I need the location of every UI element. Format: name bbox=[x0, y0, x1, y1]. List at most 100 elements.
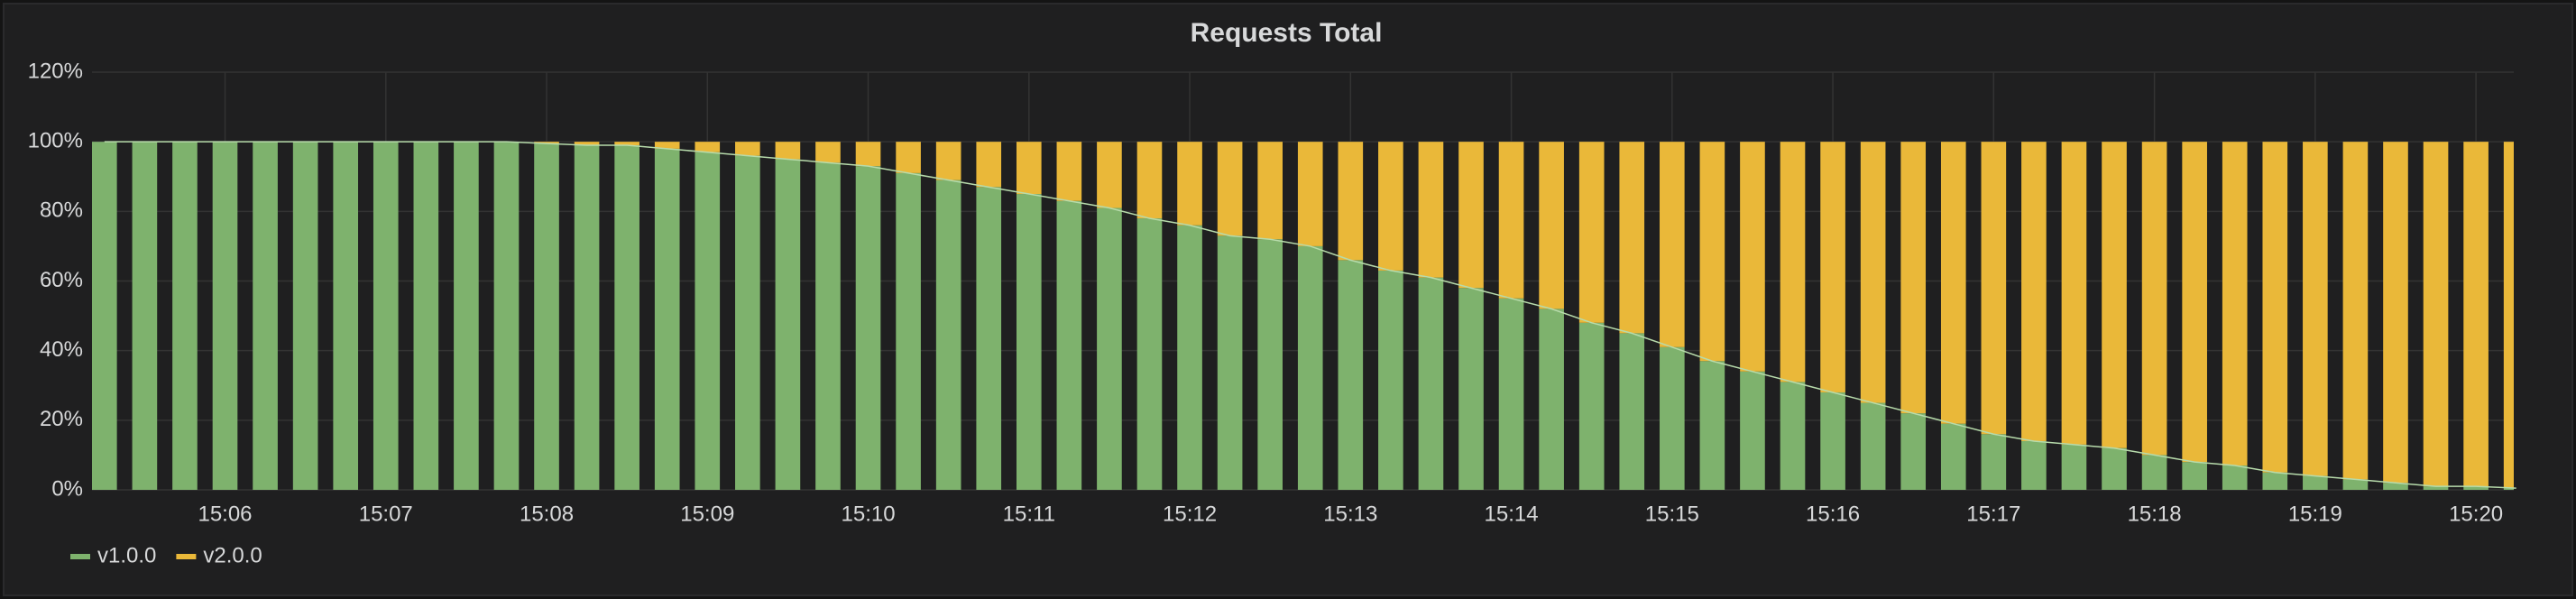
bar-segment bbox=[1578, 322, 1605, 490]
bar-segment bbox=[1458, 142, 1484, 289]
bar-segment bbox=[976, 187, 1002, 490]
bar-segment bbox=[1619, 333, 1645, 490]
bar-segment bbox=[1699, 142, 1725, 362]
bar-segment bbox=[1458, 288, 1484, 490]
bar-segment bbox=[413, 142, 439, 490]
bar-segment bbox=[2061, 142, 2087, 445]
bar-segment bbox=[2423, 486, 2449, 490]
bar-segment bbox=[1940, 142, 1966, 424]
bar-segment bbox=[1217, 142, 1243, 236]
y-tick-label: 60% bbox=[40, 268, 83, 292]
bar-segment bbox=[1539, 309, 1564, 490]
bar-segment bbox=[2222, 142, 2248, 465]
bar-segment bbox=[935, 142, 961, 180]
bar-segment bbox=[1136, 218, 1163, 491]
bar-segment bbox=[1900, 413, 1927, 490]
bar-segment bbox=[2102, 447, 2127, 490]
bar-segment bbox=[1981, 142, 2007, 435]
chart-title: Requests Total bbox=[1191, 18, 1383, 48]
x-tick-label: 15:15 bbox=[1645, 502, 1699, 526]
bar-segment bbox=[1016, 194, 1042, 490]
x-tick-label: 15:17 bbox=[1966, 502, 2020, 526]
bar-segment bbox=[1418, 142, 1444, 278]
bar-segment bbox=[1900, 142, 1927, 414]
bar-segment bbox=[2342, 479, 2369, 490]
bar-segment bbox=[2383, 142, 2408, 484]
bar-segment bbox=[212, 142, 238, 490]
bar-segment bbox=[1539, 142, 1564, 309]
bar-segment bbox=[1177, 142, 1202, 226]
bar-segment bbox=[2141, 142, 2167, 456]
bar-segment bbox=[172, 142, 198, 490]
bar-segment bbox=[2423, 142, 2449, 487]
series-line bbox=[104, 141, 2516, 489]
bar-segment bbox=[132, 142, 158, 490]
bar-segment bbox=[2463, 486, 2489, 490]
bar-segment bbox=[815, 142, 841, 163]
bar-segment bbox=[1338, 142, 1364, 261]
bar-segment bbox=[574, 145, 600, 490]
bar-segment bbox=[775, 159, 801, 491]
bar-segment bbox=[1016, 142, 1042, 195]
bar-segment bbox=[896, 142, 921, 173]
bar-segment bbox=[1740, 371, 1765, 490]
x-tick-label: 15:13 bbox=[1323, 502, 1377, 526]
bar-segment bbox=[1740, 142, 1765, 372]
x-tick-label: 15:06 bbox=[198, 502, 252, 526]
x-tick-label: 15:11 bbox=[1003, 502, 1055, 526]
bar-segment bbox=[2182, 462, 2207, 490]
bar-segment bbox=[454, 142, 479, 490]
bar-segment bbox=[1578, 142, 1605, 323]
bar-segment bbox=[1660, 346, 1685, 490]
bar-segment bbox=[534, 143, 559, 491]
bar-segment bbox=[1136, 142, 1163, 219]
bar-segment bbox=[2303, 475, 2328, 490]
legend-swatch bbox=[176, 554, 197, 559]
bar-segment bbox=[735, 155, 760, 490]
bar-segment bbox=[1297, 142, 1323, 246]
bar-segment bbox=[2141, 455, 2167, 490]
bar-segment bbox=[493, 142, 520, 490]
bar-segment bbox=[2303, 142, 2328, 476]
bar-segment bbox=[2061, 444, 2087, 490]
bar-segment bbox=[1056, 200, 1082, 490]
legend-swatch bbox=[70, 554, 90, 559]
bar-segment bbox=[2262, 142, 2288, 473]
bar-segment bbox=[815, 162, 841, 491]
bar-segment bbox=[695, 142, 721, 152]
x-tick-label: 15:12 bbox=[1163, 502, 1217, 526]
bar-segment bbox=[1257, 239, 1283, 490]
bar-segment bbox=[2262, 472, 2288, 490]
y-tick-label: 100% bbox=[28, 129, 83, 153]
bar-segment bbox=[935, 180, 961, 490]
bar-segment bbox=[654, 148, 680, 490]
bar-segment bbox=[775, 142, 801, 160]
bar-segment bbox=[654, 142, 680, 149]
bar-segment bbox=[855, 142, 881, 167]
bar-segment bbox=[1378, 142, 1403, 271]
bar-segment bbox=[2342, 142, 2369, 480]
x-tick-label: 15:09 bbox=[680, 502, 734, 526]
bar-segment bbox=[1097, 207, 1122, 490]
bar-segment bbox=[1780, 142, 1806, 382]
y-tick-label: 20% bbox=[40, 407, 83, 431]
bar-segment bbox=[1660, 142, 1685, 347]
bar-segment bbox=[1820, 392, 1845, 490]
bar-segment bbox=[614, 142, 639, 146]
bar-segment bbox=[695, 152, 721, 490]
bar-segment bbox=[1981, 434, 2007, 490]
bar-segment bbox=[1940, 423, 1966, 490]
bar-segment bbox=[1418, 277, 1444, 490]
y-tick-label: 0% bbox=[51, 476, 83, 501]
bar-segment bbox=[976, 142, 1002, 188]
bar-segment bbox=[2021, 142, 2047, 441]
bar-segment bbox=[253, 142, 278, 490]
y-tick-label: 120% bbox=[28, 59, 83, 83]
bar-segment bbox=[574, 142, 600, 146]
bar-segment bbox=[292, 142, 318, 490]
bar-segment bbox=[2463, 142, 2489, 487]
x-tick-label: 15:19 bbox=[2288, 502, 2342, 526]
x-tick-label: 15:16 bbox=[1806, 502, 1860, 526]
y-tick-label: 80% bbox=[40, 198, 83, 223]
bar-segment bbox=[2102, 142, 2127, 448]
